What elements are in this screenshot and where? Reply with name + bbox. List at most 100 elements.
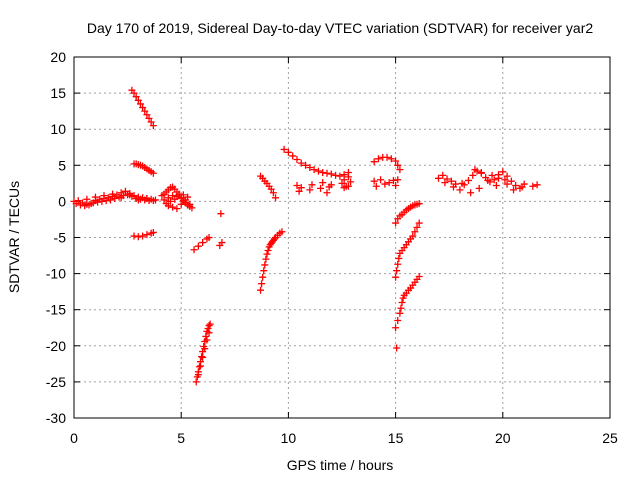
data-point: [121, 187, 129, 195]
data-point: [149, 122, 157, 130]
data-point: [338, 179, 346, 187]
y-axis-label: SDTVAR / TECUs: [6, 181, 22, 293]
data-point: [143, 231, 151, 239]
data-points: [70, 86, 541, 386]
data-point: [199, 353, 207, 361]
data-point: [306, 163, 314, 171]
series: [370, 153, 404, 174]
x-axis-label: GPS time / hours: [287, 457, 394, 473]
data-point: [202, 332, 210, 340]
data-point: [169, 192, 177, 200]
data-point: [449, 183, 457, 191]
series: [192, 320, 214, 386]
data-point: [257, 286, 265, 294]
data-point: [387, 155, 395, 163]
data-point: [347, 178, 355, 186]
data-point: [205, 322, 213, 330]
y-tick-label: 5: [58, 157, 66, 173]
data-point: [179, 191, 187, 199]
data-point: [317, 184, 325, 192]
data-point: [434, 174, 442, 182]
data-point: [106, 196, 114, 204]
data-point: [284, 148, 292, 156]
data-point: [415, 272, 423, 280]
data-point: [293, 182, 301, 190]
data-point: [495, 174, 503, 182]
data-point: [272, 194, 280, 202]
data-point: [134, 96, 142, 104]
y-tick-label: -25: [46, 374, 66, 390]
data-point: [134, 233, 142, 241]
data-point: [385, 179, 393, 187]
data-point: [98, 197, 106, 205]
data-point: [323, 189, 331, 197]
data-point: [501, 176, 509, 184]
data-point: [269, 189, 277, 197]
data-point: [471, 166, 479, 174]
data-point: [164, 202, 172, 210]
data-point: [263, 250, 271, 258]
data-point: [262, 255, 270, 263]
data-point: [467, 189, 475, 197]
data-point: [447, 177, 455, 185]
data-point: [439, 171, 447, 179]
data-point: [188, 204, 196, 212]
data-point: [518, 183, 526, 191]
series: [370, 176, 402, 190]
data-point: [175, 190, 183, 198]
data-point: [383, 153, 391, 161]
y-tick-label: -5: [54, 230, 67, 246]
data-point: [443, 175, 451, 183]
series: [293, 173, 355, 197]
data-point: [173, 205, 181, 213]
data-point: [490, 176, 498, 184]
data-point: [261, 261, 269, 269]
series: [257, 172, 280, 202]
data-point: [503, 180, 511, 188]
data-point: [475, 184, 483, 192]
series: [158, 183, 196, 213]
data-point: [109, 190, 117, 198]
data-point: [394, 161, 402, 169]
y-tick-label: -20: [46, 338, 66, 354]
data-point: [411, 228, 419, 236]
data-point: [469, 171, 477, 179]
data-point: [397, 304, 405, 312]
data-point: [340, 184, 348, 192]
data-point: [344, 182, 352, 190]
series: [128, 86, 157, 130]
data-point: [477, 169, 485, 177]
data-point: [100, 192, 108, 200]
data-point: [81, 202, 89, 210]
series: [392, 272, 423, 352]
data-point: [130, 232, 138, 240]
data-point: [258, 280, 266, 288]
data-point: [392, 219, 400, 227]
data-point: [160, 196, 168, 204]
data-point: [413, 223, 421, 231]
data-point: [264, 246, 272, 254]
data-point: [190, 246, 198, 254]
data-point: [205, 234, 213, 241]
series: [190, 234, 213, 254]
data-point: [259, 273, 267, 281]
y-tick-label: 20: [50, 49, 66, 65]
data-point: [529, 182, 537, 190]
series: [392, 219, 423, 281]
data-point: [139, 104, 147, 112]
data-point: [396, 309, 404, 317]
data-point: [302, 161, 310, 169]
data-point: [194, 242, 202, 250]
data-point: [415, 200, 423, 208]
data-point: [201, 345, 209, 353]
data-point: [499, 168, 507, 176]
data-point: [145, 114, 153, 122]
data-point: [456, 186, 464, 194]
data-point: [340, 176, 348, 184]
data-point: [141, 107, 149, 115]
data-point: [308, 181, 316, 189]
data-point: [126, 191, 134, 199]
data-point: [319, 169, 327, 177]
data-point: [415, 219, 423, 227]
